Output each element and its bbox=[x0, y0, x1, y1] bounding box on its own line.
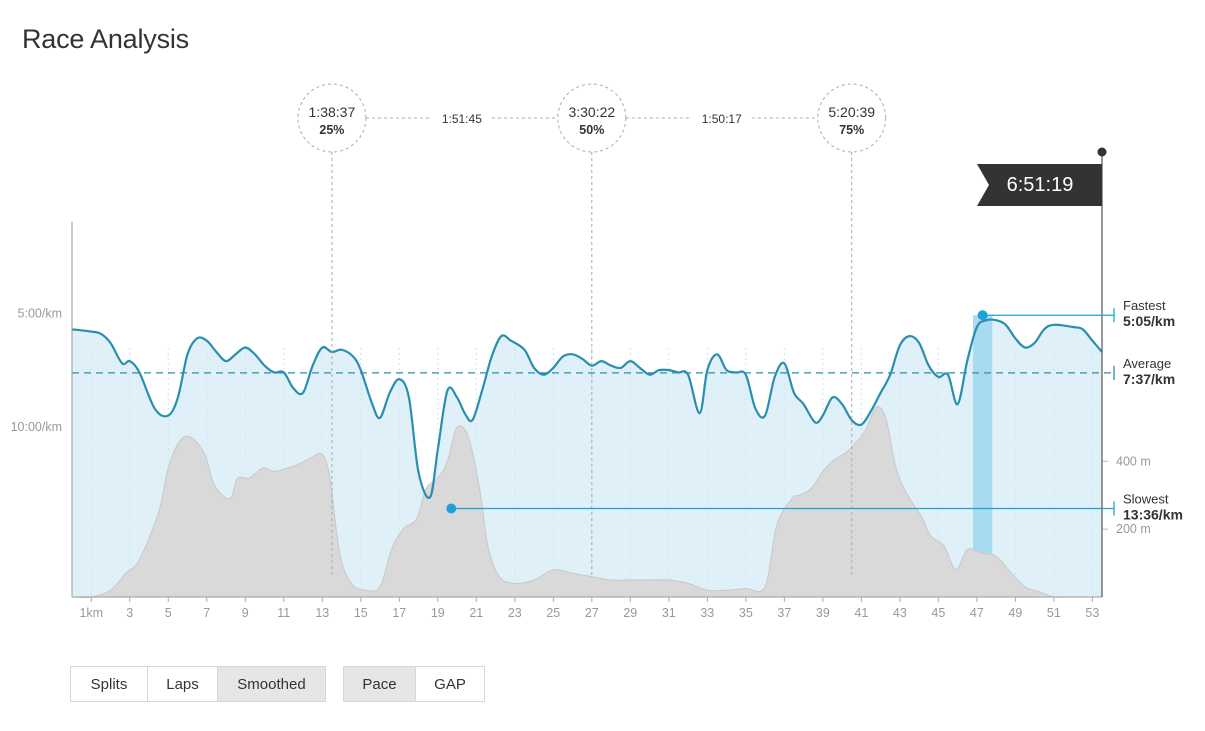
quarter-time-label: 5:20:39 bbox=[828, 104, 875, 120]
pace-button[interactable]: Pace bbox=[343, 666, 416, 702]
fastest-band bbox=[973, 315, 993, 597]
quarter-time-label: 1:38:37 bbox=[309, 104, 356, 120]
splits-button[interactable]: Splits bbox=[70, 666, 148, 702]
x-tick-label: 29 bbox=[623, 606, 637, 620]
average-legend-label: Average bbox=[1123, 356, 1171, 371]
x-tick-label: 39 bbox=[816, 606, 830, 620]
average-legend-value: 7:37/km bbox=[1123, 371, 1175, 387]
x-tick-label: 43 bbox=[893, 606, 907, 620]
segment-duration-label: 1:51:45 bbox=[442, 112, 482, 126]
x-tick-label: 31 bbox=[662, 606, 676, 620]
x-tick-label: 13 bbox=[315, 606, 329, 620]
finish-time-label: 6:51:19 bbox=[1007, 174, 1074, 196]
finish-pole-cap bbox=[1097, 147, 1107, 157]
quarter-marker-circle bbox=[817, 83, 887, 153]
x-tick-label: 53 bbox=[1085, 606, 1099, 620]
pace-button-label: Pace bbox=[362, 675, 397, 693]
x-tick-label: 21 bbox=[469, 606, 483, 620]
x-tick-label: 47 bbox=[970, 606, 984, 620]
segment-duration-bg bbox=[691, 109, 752, 127]
laps-button-label: Laps bbox=[166, 675, 199, 693]
quarter-percent-label: 50% bbox=[579, 123, 604, 137]
pace-series-line bbox=[71, 318, 1103, 500]
elevation-tick-label: 200 m bbox=[1116, 522, 1151, 536]
fastest-point bbox=[977, 310, 988, 321]
gridlines bbox=[90, 348, 1093, 597]
x-tick-label: 1km bbox=[79, 606, 103, 620]
page-title: Race Analysis bbox=[22, 24, 189, 54]
finish-flag: 6:51:19 bbox=[977, 147, 1107, 597]
pace-tick-label: 10:00/km bbox=[11, 420, 62, 434]
pace-line bbox=[71, 318, 1103, 500]
smoothed-button-label: Smoothed bbox=[237, 675, 306, 693]
quarter-percent-label: 25% bbox=[319, 123, 344, 137]
gap-button[interactable]: GAP bbox=[415, 666, 485, 702]
x-tick-label: 27 bbox=[585, 606, 599, 620]
x-tick-label: 15 bbox=[354, 606, 368, 620]
quarter-time-label: 3:30:22 bbox=[568, 104, 615, 120]
laps-button[interactable]: Laps bbox=[147, 666, 218, 702]
x-tick-label: 5 bbox=[165, 606, 172, 620]
x-tick-label: 33 bbox=[700, 606, 714, 620]
x-tick-label: 7 bbox=[203, 606, 210, 620]
x-tick-label: 49 bbox=[1008, 606, 1022, 620]
finish-flag-banner bbox=[977, 164, 1102, 206]
x-tick-label: 51 bbox=[1047, 606, 1061, 620]
segment-duration-bg bbox=[431, 109, 492, 127]
gap-button-label: GAP bbox=[434, 675, 466, 693]
metric-toggle-group: Pace GAP bbox=[343, 666, 485, 702]
fastest-legend-value: 5:05/km bbox=[1123, 313, 1175, 329]
x-tick-label: 19 bbox=[431, 606, 445, 620]
x-tick-label: 45 bbox=[931, 606, 945, 620]
elevation-profile bbox=[71, 406, 1102, 598]
quarter-percent-label: 75% bbox=[839, 123, 864, 137]
segment-duration-label: 1:50:17 bbox=[702, 112, 742, 126]
x-tick-label: 17 bbox=[392, 606, 406, 620]
splits-button-label: Splits bbox=[90, 675, 128, 693]
slowest-legend-label: Slowest bbox=[1123, 492, 1169, 507]
x-tick-label: 3 bbox=[126, 606, 133, 620]
pace-tick-label: 5:00/km bbox=[18, 306, 62, 320]
elevation-area bbox=[71, 406, 1102, 598]
x-tick-label: 35 bbox=[739, 606, 753, 620]
elevation-tick-label: 400 m bbox=[1116, 454, 1151, 468]
x-tick-label: 41 bbox=[854, 606, 868, 620]
x-tick-label: 11 bbox=[277, 606, 290, 620]
x-tick-label: 37 bbox=[777, 606, 791, 620]
race-analysis-chart: 1km 3 5 7 9 11 13 15 17 19 21 23 25 27 29 31 33 35 37 39 41 4… bbox=[11, 83, 1183, 620]
x-tick-label: 25 bbox=[546, 606, 560, 620]
smoothed-button[interactable]: Smoothed bbox=[217, 666, 326, 702]
fastest-legend-label: Fastest bbox=[1123, 298, 1166, 313]
quarter-markers: 1:38:37 25% 1:51:45 3:30:22 50% 1:50:17 5:20:3… bbox=[297, 83, 887, 577]
slowest-point bbox=[446, 503, 457, 514]
x-tick-label: 9 bbox=[242, 606, 249, 620]
view-toggle-group: Splits Laps Smoothed bbox=[70, 666, 326, 702]
slowest-legend-value: 13:36/km bbox=[1123, 507, 1183, 523]
x-tick-label: 23 bbox=[508, 606, 522, 620]
